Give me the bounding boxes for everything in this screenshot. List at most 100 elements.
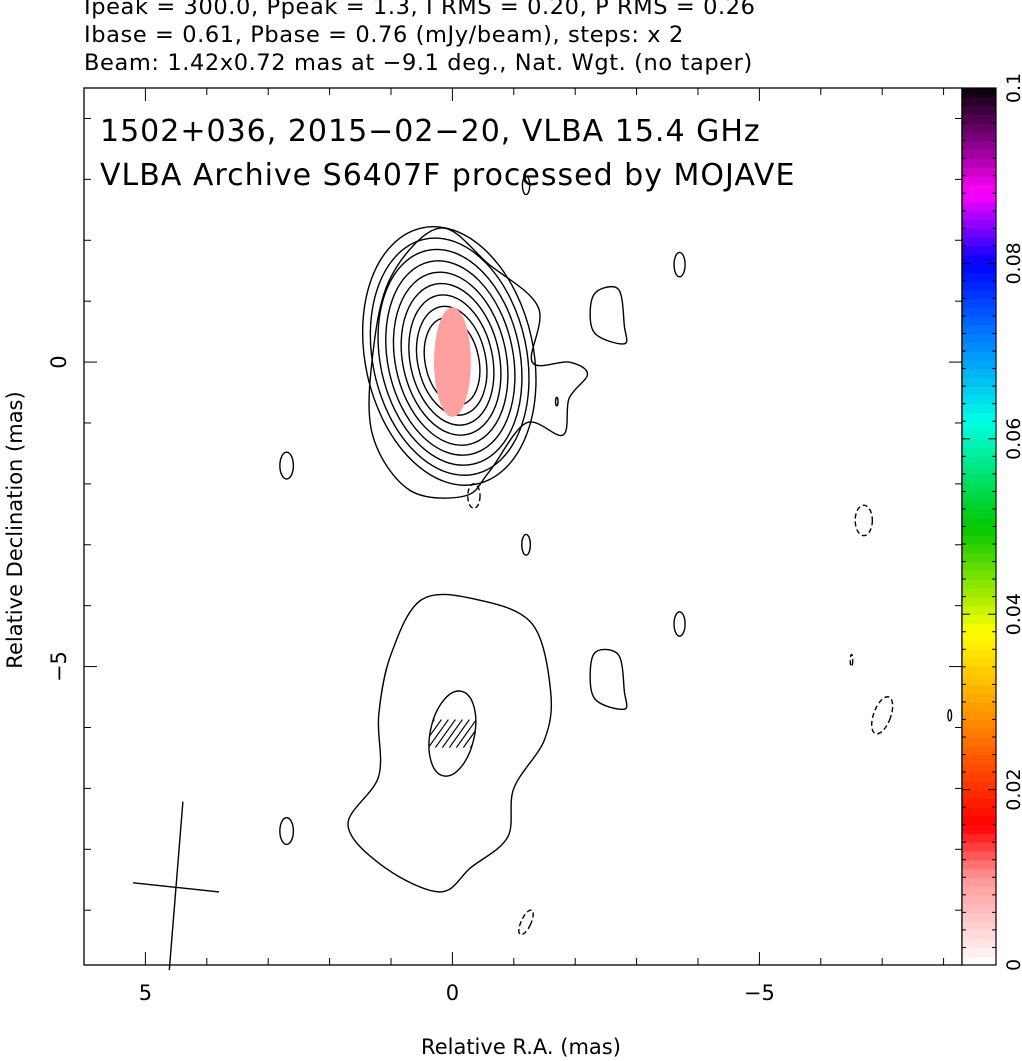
colorbar-swatch bbox=[962, 131, 996, 142]
colorbar-swatch bbox=[962, 149, 996, 159]
noise-contour bbox=[947, 709, 953, 722]
colorbar-swatch bbox=[962, 368, 996, 379]
x-axis-label: Relative R.A. (mas) bbox=[421, 1035, 621, 1059]
core-contour bbox=[415, 305, 488, 416]
colorbar-swatch bbox=[962, 166, 996, 177]
colorbar-swatch bbox=[962, 254, 996, 264]
beam-hatch bbox=[427, 719, 449, 748]
colorbar-swatch bbox=[962, 289, 996, 300]
colorbar-swatch bbox=[962, 403, 996, 414]
colorbar-swatch bbox=[962, 912, 996, 922]
colorbar-swatch bbox=[962, 614, 996, 624]
header-line-3: Beam: 1.42x0.72 mas at −9.1 deg., Nat. W… bbox=[84, 50, 753, 76]
colorbar-tick-label: 0.06 bbox=[1003, 418, 1022, 460]
colorbar-tick-label: 0.04 bbox=[1003, 593, 1022, 635]
colorbar-swatch bbox=[962, 114, 996, 124]
colorbar-swatch bbox=[962, 237, 996, 247]
colorbar-swatch bbox=[962, 921, 996, 931]
axes-layer: 5 0 −5 0 −5 bbox=[47, 87, 963, 1005]
colorbar-swatch bbox=[962, 701, 996, 712]
colorbar-swatch bbox=[962, 956, 996, 966]
knot-contour-north bbox=[589, 286, 628, 345]
colorbar-swatch bbox=[962, 833, 996, 843]
colorbar-swatch bbox=[962, 736, 996, 747]
colorbar-swatch bbox=[962, 947, 996, 957]
jet-outer-contour bbox=[368, 227, 589, 499]
colorbar-swatch bbox=[962, 666, 996, 677]
colorbar-swatch bbox=[962, 658, 996, 668]
colorbar-swatch bbox=[962, 324, 996, 335]
colorbar-swatch bbox=[962, 316, 996, 326]
colorbar-swatch bbox=[962, 868, 996, 878]
colorbar-swatch bbox=[962, 175, 996, 186]
colorbar-swatch bbox=[962, 184, 996, 194]
colorbar-swatch bbox=[962, 789, 996, 799]
colorbar-swatch bbox=[962, 640, 996, 650]
contour-layer bbox=[133, 175, 953, 971]
negative-contour bbox=[467, 483, 481, 509]
noise-contour bbox=[673, 251, 686, 278]
colorbar-tick-label: 0.08 bbox=[1003, 242, 1022, 284]
map-subtitle: VLBA Archive S6407F processed by MOJAVE bbox=[100, 158, 795, 193]
colorbar-swatch bbox=[962, 938, 996, 949]
colorbar-swatch bbox=[962, 491, 996, 501]
x-tick-label: −5 bbox=[744, 981, 775, 1005]
colorbar-swatch bbox=[962, 596, 996, 607]
colorbar-swatch bbox=[962, 579, 996, 589]
negative-contour bbox=[871, 696, 894, 735]
colorbar-swatch bbox=[962, 245, 996, 256]
colorbar-swatch bbox=[962, 754, 996, 764]
colorbar-swatch bbox=[962, 447, 996, 457]
colorbar-swatch bbox=[962, 105, 996, 115]
colorbar-swatch bbox=[962, 158, 996, 168]
colorbar-swatch bbox=[962, 456, 996, 466]
colorbar-swatch bbox=[962, 412, 996, 422]
colorbar-swatch bbox=[962, 544, 996, 554]
colorbar-swatch bbox=[962, 561, 996, 571]
colorbar-swatch bbox=[962, 272, 996, 282]
beam-hatch bbox=[448, 719, 470, 748]
colorbar-swatch bbox=[962, 894, 996, 905]
colorbar-swatch bbox=[962, 710, 996, 721]
colorbar-swatch bbox=[962, 719, 996, 729]
colorbar-tick-label: 0.02 bbox=[1003, 768, 1022, 810]
core-contour bbox=[361, 226, 537, 486]
beam-cross-major bbox=[168, 801, 184, 971]
colorbar-swatch bbox=[962, 298, 996, 308]
colorbar-swatch bbox=[962, 202, 996, 212]
colorbar-swatch bbox=[962, 473, 996, 484]
colorbar-swatch bbox=[962, 745, 996, 756]
colorbar-swatch bbox=[962, 631, 996, 642]
beam-cross-minor bbox=[133, 882, 220, 893]
y-tick-label: −5 bbox=[47, 651, 71, 682]
colorbar-swatch bbox=[962, 438, 996, 449]
colorbar-swatch bbox=[962, 351, 996, 361]
colorbar-swatch bbox=[962, 605, 996, 615]
colorbar-swatch bbox=[962, 772, 996, 782]
noise-contour bbox=[279, 816, 295, 846]
colorbar-swatch bbox=[962, 482, 996, 493]
colorbar-swatch bbox=[962, 552, 996, 563]
noise-contour bbox=[673, 611, 686, 637]
negative-contour bbox=[854, 504, 874, 537]
colorbar-swatch bbox=[962, 684, 996, 694]
colorbar-swatch bbox=[962, 587, 996, 598]
negative-contour bbox=[849, 653, 854, 668]
colorbar-swatch bbox=[962, 807, 996, 817]
colorbar-swatch bbox=[962, 693, 996, 703]
colorbar-swatch bbox=[962, 622, 996, 633]
colorbar-swatch bbox=[962, 517, 996, 528]
beam-ellipse bbox=[428, 690, 477, 777]
y-tick-label: 0 bbox=[47, 355, 71, 368]
colorbar-swatch bbox=[962, 88, 996, 98]
beam-hatch bbox=[455, 719, 477, 748]
colorbar-swatch bbox=[962, 903, 996, 913]
beam-hatch bbox=[434, 719, 456, 748]
polarization-patch bbox=[433, 307, 471, 417]
x-tick-label: 0 bbox=[446, 981, 459, 1005]
colorbar-swatch bbox=[962, 96, 996, 107]
colorbar-tick-label: 0 bbox=[1003, 959, 1022, 971]
core-contour bbox=[377, 248, 523, 466]
colorbar-swatch bbox=[962, 798, 996, 808]
